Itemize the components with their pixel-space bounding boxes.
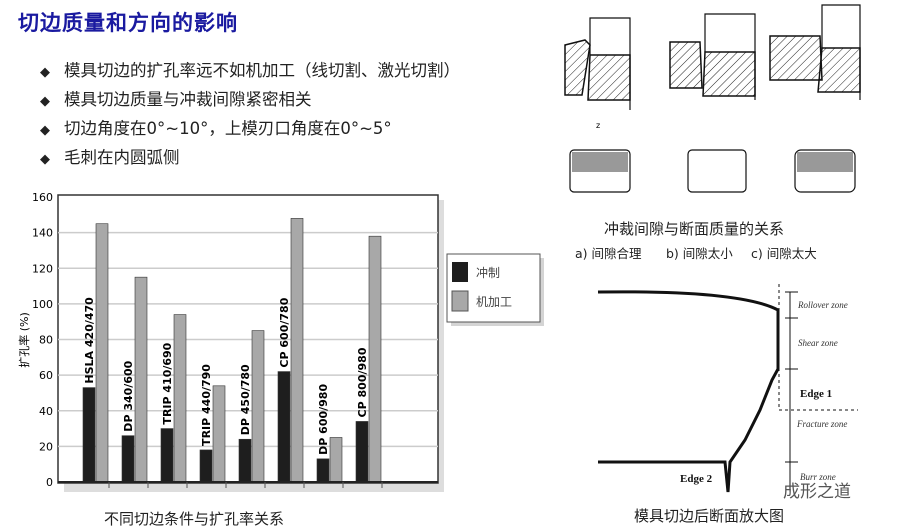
diamond-bullet-icon: ◆ <box>40 94 50 109</box>
y-tick-label: 80 <box>39 334 53 347</box>
clearance-caption: 冲裁间隙与断面质量的关系 <box>604 220 785 238</box>
legend-swatch-machined <box>451 290 469 312</box>
fracture-zone-label: Fracture zone <box>796 419 847 429</box>
bullet-item: ◆ 模具切边质量与冲裁间隙紧密相关 <box>40 85 460 114</box>
bullet-item: ◆ 切边角度在0°~10°，上模刃口角度在0°~5° <box>40 114 460 143</box>
clearance-label-b: b) 间隙太小 <box>666 246 733 261</box>
bullet-list: ◆ 模具切边的扩孔率远不如机加工（线切割、激光切割） ◆ 模具切边质量与冲裁间隙紧密… <box>40 56 460 172</box>
bullet-text: 切边角度在0°~10°，上模刃口角度在0°~5° <box>64 119 392 138</box>
diamond-bullet-icon: ◆ <box>40 65 50 80</box>
watermark: 成形之道 <box>783 482 851 502</box>
y-tick-label: 120 <box>32 262 53 275</box>
bullet-text: 毛刺在内圆弧侧 <box>64 148 180 167</box>
bar-punched <box>160 428 174 483</box>
legend-swatch-punched <box>452 262 468 282</box>
bar-machined <box>251 330 265 483</box>
category-label: TRIP 410/690 <box>161 342 174 424</box>
category-label: DP 450/780 <box>239 364 252 435</box>
bar-punched <box>238 438 252 483</box>
bullet-item: ◆ 毛刺在内圆弧侧 <box>40 143 460 172</box>
die-b <box>669 41 703 89</box>
bar-punched <box>199 449 213 483</box>
bar-machined <box>329 437 343 483</box>
bar-punched <box>121 435 135 483</box>
chart-caption: 不同切边条件与扩孔率关系 <box>104 510 285 528</box>
legend-label-machined: 机加工 <box>476 295 512 309</box>
y-tick-label: 100 <box>32 298 53 311</box>
bar-machined <box>95 223 109 483</box>
bar-punched <box>82 387 96 483</box>
category-label: CP 800/980 <box>356 347 369 417</box>
bar-machined <box>368 235 382 483</box>
edge-caption: 模具切边后断面放大图 <box>634 507 785 525</box>
diamond-bullet-icon: ◆ <box>40 152 50 167</box>
y-tick-label: 140 <box>32 227 53 240</box>
category-label: HSLA 420/470 <box>83 297 96 384</box>
edge2-label: Edge 2 <box>680 473 713 485</box>
bar-punched <box>277 371 291 483</box>
sheet-b <box>702 51 756 97</box>
bar-punched <box>316 458 330 483</box>
bullet-text: 模具切边的扩孔率远不如机加工（线切割、激光切割） <box>64 61 460 80</box>
shear-zone-label: Shear zone <box>798 338 838 348</box>
y-tick-label: 20 <box>39 440 53 453</box>
category-label: DP 600/980 <box>317 384 330 455</box>
category-label: TRIP 440/790 <box>200 364 213 446</box>
category-label: CP 600/780 <box>278 297 291 367</box>
bar-chart: 0 20 40 60 80 100 120 140 160 HSLA 420/470 DP 340… <box>17 191 544 492</box>
bar-punched <box>355 421 369 483</box>
y-tick-label: 60 <box>39 369 53 382</box>
bar-machined <box>134 276 148 483</box>
y-tick-label: 160 <box>32 191 53 204</box>
category-label: DP 340/600 <box>122 360 135 431</box>
bullet-text: 模具切边质量与冲裁间隙紧密相关 <box>64 90 312 109</box>
burr-zone-label: Burr zone <box>800 472 836 482</box>
diamond-bullet-icon: ◆ <box>40 123 50 138</box>
die-c <box>769 35 823 81</box>
sheet-a <box>587 54 631 101</box>
die-a <box>564 39 591 96</box>
y-axis-label: 扩孔率 (%) <box>17 312 31 368</box>
bar-machined <box>212 385 226 483</box>
clearance-label-c: c) 间隙太大 <box>751 246 817 261</box>
bar-machined <box>173 314 187 483</box>
clearance-label-a: a) 间隙合理 <box>575 246 642 261</box>
y-tick-label: 40 <box>39 405 53 418</box>
bar-machined <box>290 218 304 483</box>
y-tick-label: 0 <box>46 476 53 489</box>
slide-title: 切边质量和方向的影响 <box>18 11 238 35</box>
edge1-label: Edge 1 <box>800 388 832 400</box>
sheet-c <box>817 47 861 93</box>
legend-label-punched: 冲制 <box>476 265 500 280</box>
bullet-item: ◆ 模具切边的扩孔率远不如机加工（线切割、激光切割） <box>40 56 460 85</box>
dim-label: z <box>596 121 600 130</box>
rollover-zone-label: Rollover zone <box>797 300 848 310</box>
